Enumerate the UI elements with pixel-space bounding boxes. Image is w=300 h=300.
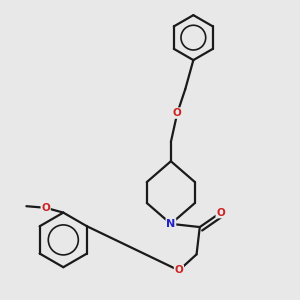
- Text: N: N: [166, 219, 176, 229]
- Text: O: O: [216, 208, 225, 218]
- Text: O: O: [175, 266, 183, 275]
- Text: O: O: [173, 108, 182, 118]
- Text: O: O: [41, 203, 50, 213]
